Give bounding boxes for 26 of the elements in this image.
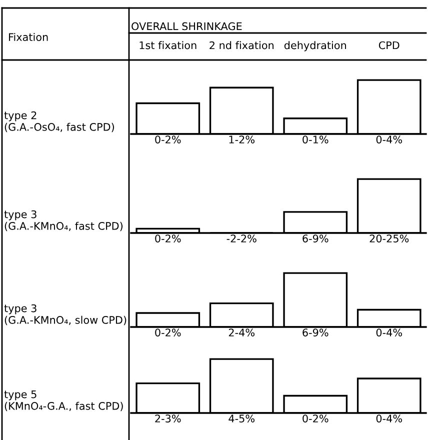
y-axis-title: type 2 (G.A.-OsO₄, fast CPD) xyxy=(4,111,114,132)
text: 0-2% xyxy=(302,414,328,422)
text: 0-1% xyxy=(302,136,328,144)
text: 6-9% xyxy=(302,234,328,242)
text: 1-2% xyxy=(229,136,255,144)
text: 4-5% xyxy=(228,414,255,422)
text: -2-2% xyxy=(226,234,256,242)
text: 2-4% xyxy=(228,328,255,336)
chart-title: OVERALL SHRINKAGE xyxy=(132,22,242,30)
y-axis-title: type 3 (G.A.-KMnO₄, slow CPD) xyxy=(4,304,126,326)
text: 0-2% xyxy=(155,328,181,336)
text: 20-25% xyxy=(370,234,409,242)
text: Fixation xyxy=(9,32,48,42)
x-tick-label: 1st fixation xyxy=(140,41,196,50)
text: 0-4% xyxy=(376,414,402,422)
text: 6-9% xyxy=(302,328,328,336)
x-tick-label: CPD xyxy=(378,41,400,50)
text: 0-4% xyxy=(376,328,402,336)
y-axis-title: type 3 (G.A.-KMnO₄, fast CPD) xyxy=(4,210,122,232)
x-tick-label: 2 nd fixation xyxy=(210,41,274,50)
text: 2-3% xyxy=(155,414,181,422)
text: 0-4% xyxy=(376,136,402,144)
x-tick-label: dehydration xyxy=(284,41,346,52)
text: 0-2% xyxy=(155,234,181,242)
y-axis-title: type 5 (KMnO₄-G.A., fast CPD) xyxy=(4,390,123,412)
text: 0-2% xyxy=(155,136,181,144)
